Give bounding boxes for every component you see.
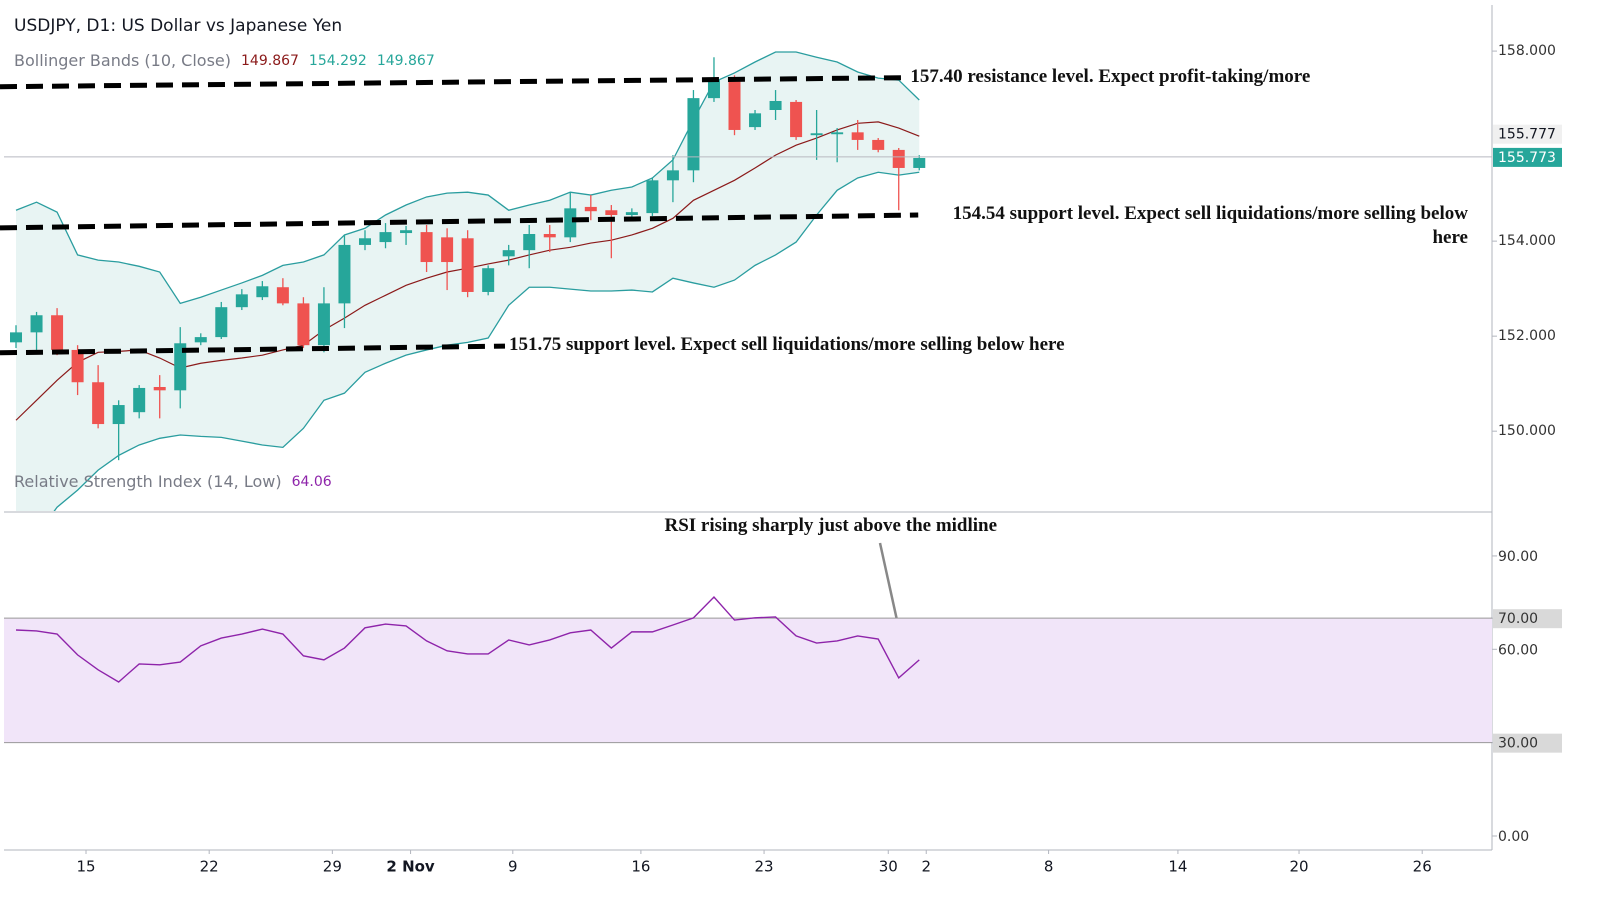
- candle-body: [687, 98, 700, 171]
- candle-body: [502, 250, 515, 257]
- candle-body: [71, 349, 84, 383]
- candle-body: [707, 80, 720, 99]
- x-tick-label: 30: [879, 858, 898, 876]
- candle-body: [625, 212, 638, 216]
- x-tick-label: 29: [323, 858, 342, 876]
- band-lower: [53, 171, 920, 511]
- band-upper: [15, 51, 920, 305]
- indicator-value: 149.867: [377, 53, 435, 69]
- annotation-text: 151.75 support level. Expect sell liquid…: [508, 334, 1065, 356]
- price-tag-label: 155.773: [1498, 150, 1556, 166]
- price-tag: [1493, 147, 1562, 167]
- candle-body: [831, 132, 844, 135]
- candle-body: [851, 132, 864, 140]
- annotation-text: RSI rising sharply just above the midlin…: [664, 515, 998, 536]
- rsi-line: [15, 595, 920, 683]
- candle-body: [235, 294, 248, 308]
- candle-body: [338, 244, 351, 304]
- candle-body: [92, 382, 105, 425]
- candle-body: [215, 307, 228, 338]
- y-tick-label: 0.00: [1498, 829, 1529, 845]
- candle-body: [584, 206, 597, 212]
- y-tick-label: 90.00: [1498, 549, 1538, 565]
- indicator-legend: Bollinger Bands (10, Close) 149.867 154.29…: [14, 51, 435, 70]
- candle-body: [769, 100, 782, 111]
- candle-body: [564, 208, 577, 238]
- rsi-value: 64.06: [292, 474, 332, 490]
- level-line: [0, 212, 919, 231]
- candle-body: [810, 133, 823, 136]
- y-tick-box: [1493, 733, 1562, 753]
- candle-body: [420, 232, 433, 263]
- candle-body: [872, 139, 885, 150]
- candle-body: [749, 113, 762, 128]
- candle-body: [543, 234, 556, 238]
- indicator-value: 149.867: [241, 53, 299, 69]
- x-tick-label: 16: [631, 858, 650, 876]
- annotation-text: 154.54 support level. Expect sell liquid…: [952, 203, 1468, 248]
- x-tick-label: 22: [200, 858, 219, 876]
- candle-body: [194, 337, 207, 343]
- y-tick-label: 152.000: [1498, 328, 1556, 344]
- rsi-legend: Relative Strength Index (14, Low) 64.06: [14, 472, 332, 491]
- chart-title: USDJPY, D1: US Dollar vs Japanese Yen: [14, 16, 342, 36]
- y-tick-label: 150.000: [1498, 423, 1556, 439]
- candle-body: [276, 287, 289, 304]
- candle-body: [379, 232, 392, 243]
- price-pane: [10, 51, 926, 511]
- candle-body: [297, 303, 310, 346]
- candle-body: [112, 405, 125, 425]
- x-tick-label: 23: [755, 858, 774, 876]
- y-tick-box: [1493, 609, 1562, 629]
- level-line: [0, 75, 907, 90]
- candle-body: [666, 170, 679, 181]
- candle-body: [51, 315, 64, 350]
- candle-body: [10, 332, 23, 343]
- candle-body: [30, 315, 43, 333]
- rsi-band: [4, 618, 1492, 743]
- price-tag-label: 155.777: [1498, 127, 1556, 143]
- candle-body: [441, 237, 454, 263]
- annotation-text: 157.40 resistance level. Expect profit-t…: [910, 65, 1311, 87]
- x-tick-label: 8: [1044, 858, 1054, 876]
- x-tick-label: 2 Nov: [386, 858, 435, 876]
- x-tick-label: 2: [921, 858, 931, 876]
- candle-body: [133, 387, 146, 413]
- level-line: [0, 343, 506, 356]
- candle-body: [358, 238, 371, 245]
- rsi-name: Relative Strength Index (14, Low): [14, 472, 282, 491]
- candle-body: [790, 101, 803, 138]
- candle-body: [728, 80, 741, 130]
- candle-body: [256, 286, 269, 298]
- x-tick-label: 20: [1289, 858, 1308, 876]
- x-tick-label: 9: [508, 858, 518, 876]
- y-tick-label: 154.000: [1498, 233, 1556, 249]
- candle-body: [461, 238, 474, 292]
- candle-body: [174, 343, 187, 391]
- price-tag: [1493, 124, 1562, 144]
- y-tick-label: 30.00: [1498, 736, 1538, 752]
- indicator-value: 154.292: [309, 53, 367, 69]
- candle-body: [913, 157, 926, 168]
- y-tick-label: 60.00: [1498, 642, 1538, 658]
- candle-body: [646, 180, 659, 214]
- candle-body: [317, 303, 330, 346]
- y-tick-label: 70.00: [1498, 611, 1538, 627]
- y-tick-label: 158.000: [1498, 43, 1556, 59]
- x-tick-label: 14: [1168, 858, 1187, 876]
- candle-body: [892, 149, 905, 168]
- candle-body: [153, 386, 166, 391]
- candle-body: [605, 210, 618, 216]
- x-tick-label: 15: [76, 858, 95, 876]
- x-tick-label: 26: [1413, 858, 1432, 876]
- indicator-name: Bollinger Bands (10, Close): [14, 51, 231, 70]
- candle-body: [482, 268, 495, 292]
- candle-body: [400, 230, 413, 234]
- candle-body: [523, 234, 536, 251]
